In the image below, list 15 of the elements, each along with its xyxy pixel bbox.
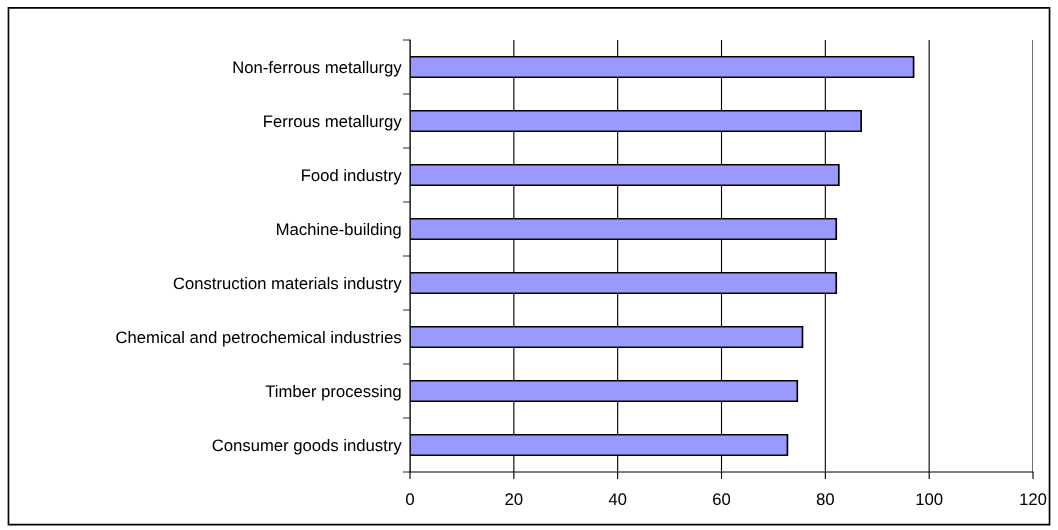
x-tick-label: 20 [505, 493, 523, 506]
y-tick-label: Consumer goods industry [212, 438, 402, 455]
x-tick-label: 0 [406, 493, 414, 506]
y-tick-label: Food industry [302, 168, 402, 185]
x-tick-label: 40 [608, 493, 627, 506]
x-tick-label: 100 [916, 493, 943, 506]
y-tick-label: Chemical and petrochemical industries [116, 330, 402, 347]
x-tick-label: 60 [713, 493, 731, 506]
y-tick-label: Ferrous metallurgy [264, 114, 402, 131]
x-tick-label: 120 [1020, 493, 1047, 506]
y-tick-label: Non-ferrous metallurgy [233, 60, 402, 77]
x-tick-label: 80 [816, 493, 834, 506]
y-tick-label: Timber processing [265, 384, 401, 401]
y-tick-label: Construction materials industry [173, 276, 402, 293]
y-tick-label: Machine-building [277, 222, 401, 239]
